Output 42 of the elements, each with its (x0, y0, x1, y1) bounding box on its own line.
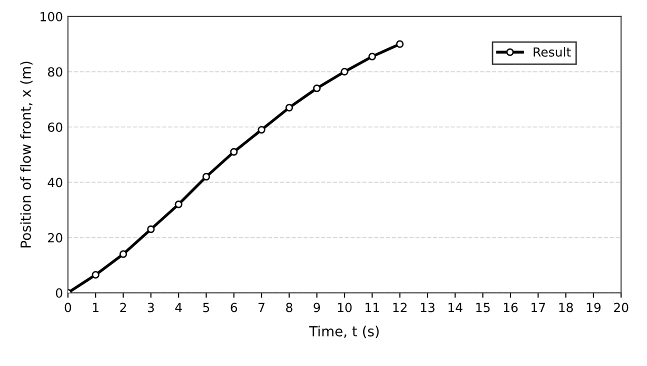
x-tick-label: 5 (203, 302, 210, 312)
y-tick-label: 100 (40, 12, 62, 22)
x-tick-label: 20 (614, 302, 628, 312)
x-tick-label: 2 (120, 302, 126, 312)
x-axis-title: Time, t (s) (309, 326, 379, 338)
x-tick-label: 15 (476, 302, 490, 312)
point (119, 250, 128, 258)
point (285, 104, 294, 112)
point (340, 68, 348, 76)
point (202, 172, 210, 181)
y-tick-label: 0 (56, 288, 62, 298)
point (92, 271, 100, 279)
x-tick-label: 11 (366, 302, 379, 312)
x-tick-label: 1 (92, 302, 98, 312)
point (258, 126, 266, 134)
point (174, 200, 182, 208)
x-tick-label: 6 (230, 302, 238, 312)
y-tick-label: 40 (48, 178, 62, 188)
point (396, 40, 404, 48)
x-tick-label: 0 (64, 302, 72, 312)
legend-label: Result (534, 47, 571, 57)
y-axis-title: Position of flow front, x (m) (20, 62, 33, 248)
x-tick-label: 13 (420, 302, 434, 312)
x-tick-label: 17 (532, 302, 546, 312)
x-tick-label: 18 (559, 302, 573, 312)
x-tick-label: 16 (504, 302, 518, 312)
x-tick-label: 9 (314, 302, 320, 312)
y-tick-label: 80 (48, 67, 62, 77)
x-tick-label: 14 (448, 302, 462, 312)
x-tick-label: 12 (393, 302, 407, 312)
y-tick-label: 20 (48, 233, 62, 242)
x-tick-label: 8 (286, 302, 292, 312)
y-tick-label: 60 (48, 122, 62, 132)
point (313, 84, 321, 92)
x-tick-label: 7 (258, 302, 264, 312)
x-tick-label: 4 (175, 302, 182, 312)
x-tick-label: 3 (148, 302, 154, 312)
point (368, 52, 376, 60)
point (230, 148, 238, 156)
x-tick-label: 10 (338, 302, 352, 312)
point (147, 225, 155, 234)
x-tick-label: 19 (586, 302, 601, 312)
